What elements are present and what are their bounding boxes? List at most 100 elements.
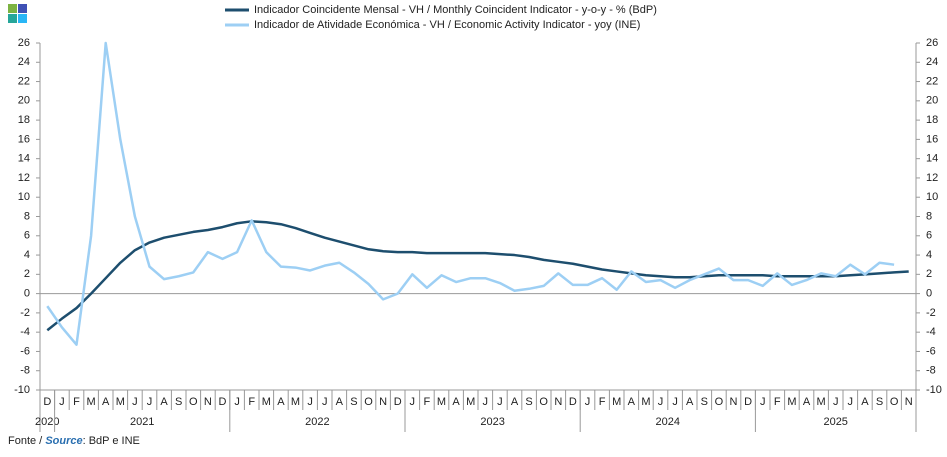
x-tick-label: F [73, 396, 80, 408]
y2-tick-label: 0 [926, 288, 932, 300]
y-tick-label: 18 [18, 114, 30, 126]
x-tick-label: S [701, 396, 708, 408]
year-label: 2024 [656, 416, 680, 428]
x-tick-label: A [511, 396, 519, 408]
x-tick-label: D [569, 396, 577, 408]
year-label: 2020 [35, 416, 59, 428]
y2-tick-label: 10 [926, 191, 938, 203]
x-tick-label: F [599, 396, 606, 408]
x-tick-label: J [234, 396, 240, 408]
y2-tick-label: 4 [926, 249, 932, 261]
x-tick-label: A [336, 396, 344, 408]
y-tick-label: 6 [24, 230, 30, 242]
source-prefix: Fonte / [8, 435, 43, 447]
year-label: 2023 [480, 416, 504, 428]
logo-square [18, 4, 27, 13]
y2-tick-label: 6 [926, 230, 932, 242]
y2-tick-label: -8 [926, 365, 936, 377]
x-tick-label: A [628, 396, 636, 408]
x-tick-label: A [452, 396, 460, 408]
y-tick-label: 10 [18, 191, 30, 203]
x-tick-label: A [277, 396, 285, 408]
y2-tick-label: 18 [926, 114, 938, 126]
x-tick-label: O [364, 396, 373, 408]
x-tick-label: N [554, 396, 562, 408]
x-tick-label: J [833, 396, 839, 408]
x-tick-label: F [248, 396, 255, 408]
x-tick-label: M [87, 396, 96, 408]
x-tick-label: M [787, 396, 796, 408]
x-tick-label: M [817, 396, 826, 408]
x-tick-label: N [379, 396, 387, 408]
x-tick-label: A [803, 396, 811, 408]
x-tick-label: S [175, 396, 182, 408]
x-tick-label: S [350, 396, 357, 408]
x-tick-label: A [861, 396, 869, 408]
y2-tick-label: -6 [926, 345, 936, 357]
x-tick-label: D [394, 396, 402, 408]
y-tick-label: 16 [18, 133, 30, 145]
x-tick-label: A [686, 396, 694, 408]
x-tick-label: D [744, 396, 752, 408]
series-line [46, 41, 895, 346]
y-tick-label: 0 [24, 288, 30, 300]
x-tick-label: S [876, 396, 883, 408]
y-tick-label: 24 [18, 56, 30, 68]
year-label: 2025 [823, 416, 847, 428]
y-tick-label: 2 [24, 268, 30, 280]
source: Fonte / Source: BdP e INE [8, 435, 140, 447]
series-line [46, 220, 909, 332]
x-tick-label: M [466, 396, 475, 408]
x-tick-label: O [539, 396, 548, 408]
x-tick-label: J [483, 396, 489, 408]
x-tick-label: A [102, 396, 110, 408]
y-tick-label: -8 [20, 365, 30, 377]
x-tick-label: J [132, 396, 138, 408]
y2-tick-label: 20 [926, 95, 938, 107]
x-tick-label: J [497, 396, 503, 408]
x-tick-label: F [424, 396, 431, 408]
x-tick-label: O [189, 396, 198, 408]
y2-tick-label: 12 [926, 172, 938, 184]
legend-label: Indicador Coincidente Mensal - VH / Mont… [254, 4, 657, 16]
y-tick-label: -6 [20, 345, 30, 357]
x-tick-label: M [262, 396, 271, 408]
year-label: 2021 [130, 416, 154, 428]
x-tick-label: M [612, 396, 621, 408]
x-tick-label: J [147, 396, 153, 408]
x-tick-label: J [307, 396, 313, 408]
y-tick-label: 14 [18, 153, 30, 165]
x-tick-label: J [410, 396, 416, 408]
x-tick-label: O [890, 396, 899, 408]
x-tick-label: D [219, 396, 227, 408]
y2-tick-label: -10 [926, 384, 942, 396]
logo-square [8, 14, 17, 23]
x-tick-label: J [672, 396, 678, 408]
x-tick-label: N [204, 396, 212, 408]
x-tick-label: D [43, 396, 51, 408]
x-tick-label: J [585, 396, 591, 408]
y-tick-label: 26 [18, 37, 30, 49]
x-tick-label: J [848, 396, 854, 408]
logo [8, 4, 27, 23]
x-tick-label: N [730, 396, 738, 408]
x-tick-label: M [116, 396, 125, 408]
legend-label: Indicador de Atividade Económica - VH / … [254, 19, 640, 31]
y2-tick-label: 2 [926, 268, 932, 280]
y2-tick-label: 8 [926, 210, 932, 222]
x-tick-label: J [658, 396, 664, 408]
y2-tick-label: 16 [926, 133, 938, 145]
y2-tick-label: 24 [926, 56, 938, 68]
x-tick-label: A [160, 396, 168, 408]
y-tick-label: -2 [20, 307, 30, 319]
source-label: Source [45, 435, 82, 447]
y-tick-label: -10 [14, 384, 30, 396]
x-tick-label: M [291, 396, 300, 408]
year-label: 2022 [305, 416, 329, 428]
x-tick-label: J [760, 396, 766, 408]
y2-tick-label: -4 [926, 326, 936, 338]
y-tick-label: -4 [20, 326, 30, 338]
x-tick-label: S [525, 396, 532, 408]
x-tick-label: N [905, 396, 913, 408]
